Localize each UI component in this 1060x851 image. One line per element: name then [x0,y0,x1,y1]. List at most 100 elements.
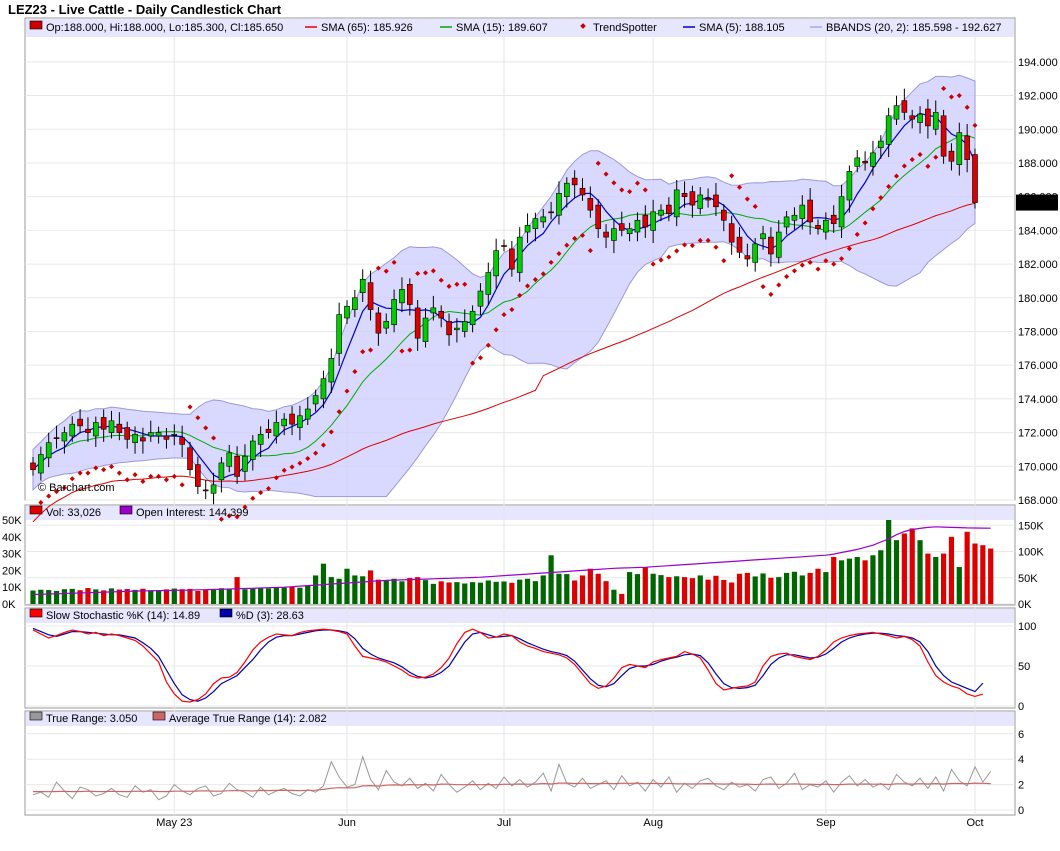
trendspotter-dot [854,231,860,237]
volume-bar [854,556,860,604]
candle-body [791,214,798,221]
trendspotter-dot [540,271,546,277]
trendspotter-dot [689,242,695,249]
candle-body [430,307,437,314]
candle-body [807,199,813,223]
trendspotter-dot [477,355,483,361]
candle-body [210,484,217,494]
volume-bar [587,568,593,604]
volume-bar [548,555,554,604]
candle-body [30,462,36,470]
volume-right-tick: 50K [1018,573,1038,585]
candle-body [226,452,233,467]
legend-text: TrendSpotter [593,22,657,34]
volume-bar [611,589,617,604]
legend-swatch [29,608,43,618]
stoch-legend-bg [26,609,1014,623]
trendspotter-dot [438,277,444,283]
volume-bar [470,582,476,604]
stoch-k-line [32,628,984,703]
candle-body [705,198,711,201]
trendspotter-dot [454,281,460,287]
volume-bar [823,572,829,604]
volume-bar [925,553,931,604]
price-tick-label: 184.000 [1018,225,1058,237]
candle-body [116,423,123,433]
candle-body [147,432,154,437]
candle-body [713,194,719,208]
candle-body [477,290,484,307]
volume-bar [627,572,633,604]
volume-bar [38,589,44,604]
volume-bar [846,558,852,604]
candle-body [446,321,452,336]
volume-bar [556,573,562,604]
candle-body [38,454,44,474]
volume-bar [101,590,107,604]
candle-body [862,160,868,164]
candle-body [53,437,60,439]
price-tick-label: 168.000 [1018,495,1058,507]
stoch-tick-label: 0 [1018,701,1024,713]
tr-legend-bg [26,712,1014,726]
trendspotter-dot [619,187,625,193]
candle-body [367,282,374,310]
candle-body [846,171,853,201]
volume-bar [297,587,303,604]
volume-bar [674,576,680,604]
volume-bar [328,577,334,604]
volume-bar [156,590,162,604]
volume-bar [422,580,429,604]
volume-bar [901,533,907,604]
trendspotter-dot [705,237,711,244]
trendspotter-dot [485,342,491,348]
trendspotter-dot [446,283,452,289]
candle-body [823,219,829,233]
candle-body [218,462,225,481]
legend-text: SMA (5): 188.105 [699,22,785,34]
trendspotter-dot [658,257,664,263]
legend-text: Average True Range (14): 2.082 [169,713,327,725]
trendspotter-dot [265,485,272,492]
stoch-tick-label: 50 [1018,661,1030,673]
trendspotter-dot [399,348,405,354]
volume-left-tick: 40K [2,532,22,544]
volume-bar [658,575,664,604]
legend-swatch [152,711,166,721]
volume-bar [148,590,154,604]
watermark: © Barchart.com [38,482,115,494]
volume-bar [218,588,224,604]
trendspotter-dot [336,409,342,415]
trendspotter-dot [179,482,185,488]
volume-bar [289,586,295,604]
candle-body [634,219,641,233]
trendspotter-dot [831,261,837,267]
trendspotter-dot [579,232,586,238]
candle-body [352,297,358,310]
volume-bar [226,588,232,604]
volume-bar [273,587,279,604]
trendspotter-dot [289,464,295,470]
volume-left-tick: 30K [2,549,22,561]
candle-body [689,191,696,206]
candle-body [611,228,617,241]
volume-bar [721,579,727,604]
trendspotter-dot [430,268,436,274]
volume-bar [281,587,287,604]
volume-bar [650,573,656,604]
volume-bar [988,548,994,604]
candle-body [155,432,162,437]
trendspotter-dot [328,429,334,435]
trendspotter-dot [886,184,892,190]
trendspotter-dot [124,477,130,483]
price-legend-bg [26,19,1014,37]
trendspotter-dot [250,495,256,501]
volume-bar [320,563,327,604]
candle-body [375,312,382,334]
trendspotter-dot [352,369,358,375]
volume-bar [689,578,695,604]
volume-bar [799,575,805,604]
candle-body [383,321,390,329]
volume-bar [242,589,248,604]
volume-bar [917,540,923,604]
